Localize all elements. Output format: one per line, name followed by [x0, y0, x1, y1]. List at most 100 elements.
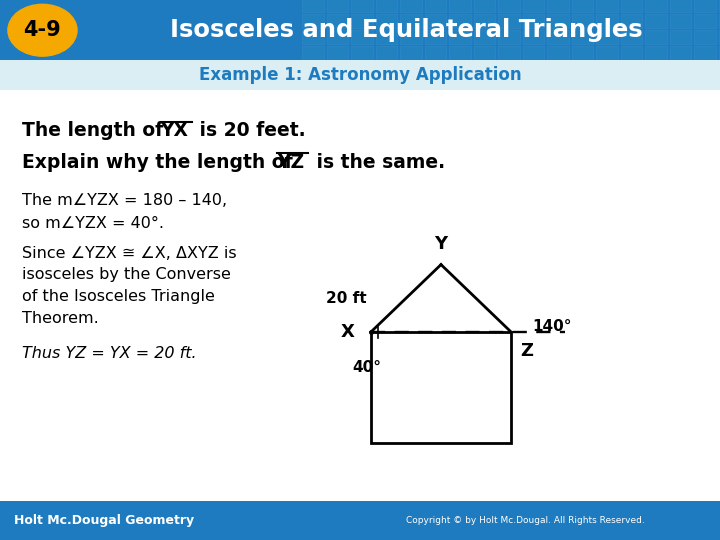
FancyBboxPatch shape — [547, 14, 569, 28]
Text: Y: Y — [434, 235, 448, 253]
FancyBboxPatch shape — [376, 14, 397, 28]
FancyBboxPatch shape — [621, 0, 642, 12]
FancyBboxPatch shape — [400, 14, 422, 28]
FancyBboxPatch shape — [327, 14, 348, 28]
FancyBboxPatch shape — [351, 14, 373, 28]
Text: The m∠YZX = 180 – 140,: The m∠YZX = 180 – 140, — [22, 193, 227, 208]
FancyBboxPatch shape — [621, 46, 642, 60]
FancyBboxPatch shape — [351, 30, 373, 44]
FancyBboxPatch shape — [0, 0, 720, 60]
FancyBboxPatch shape — [523, 46, 544, 60]
FancyBboxPatch shape — [694, 14, 716, 28]
Text: Holt Mc.Dougal Geometry: Holt Mc.Dougal Geometry — [14, 514, 194, 527]
FancyBboxPatch shape — [523, 0, 544, 12]
FancyBboxPatch shape — [449, 30, 471, 44]
FancyBboxPatch shape — [596, 14, 618, 28]
FancyBboxPatch shape — [400, 30, 422, 44]
Text: YX: YX — [161, 121, 189, 140]
FancyBboxPatch shape — [719, 30, 720, 44]
FancyBboxPatch shape — [474, 30, 495, 44]
Text: Thus ​YZ​ = ​YX​ = 20 ft.: Thus ​YZ​ = ​YX​ = 20 ft. — [22, 346, 197, 361]
Text: Z: Z — [520, 342, 533, 360]
FancyBboxPatch shape — [425, 14, 446, 28]
FancyBboxPatch shape — [351, 0, 373, 12]
FancyBboxPatch shape — [572, 14, 593, 28]
FancyBboxPatch shape — [719, 14, 720, 28]
FancyBboxPatch shape — [449, 46, 471, 60]
FancyBboxPatch shape — [0, 501, 720, 540]
FancyBboxPatch shape — [523, 14, 544, 28]
FancyBboxPatch shape — [621, 30, 642, 44]
FancyBboxPatch shape — [302, 0, 324, 12]
FancyBboxPatch shape — [327, 46, 348, 60]
FancyBboxPatch shape — [376, 0, 397, 12]
FancyBboxPatch shape — [572, 46, 593, 60]
FancyBboxPatch shape — [498, 30, 520, 44]
FancyBboxPatch shape — [327, 30, 348, 44]
Text: Copyright © by Holt Mc.Dougal. All Rights Reserved.: Copyright © by Holt Mc.Dougal. All Right… — [406, 516, 645, 525]
FancyBboxPatch shape — [474, 0, 495, 12]
FancyBboxPatch shape — [719, 46, 720, 60]
Text: 4-9: 4-9 — [24, 20, 61, 40]
Text: X: X — [341, 323, 355, 341]
FancyBboxPatch shape — [694, 46, 716, 60]
Text: is 20 feet.: is 20 feet. — [193, 121, 305, 140]
Circle shape — [8, 4, 77, 56]
FancyBboxPatch shape — [547, 46, 569, 60]
FancyBboxPatch shape — [694, 30, 716, 44]
Text: The length of: The length of — [22, 121, 169, 140]
FancyBboxPatch shape — [425, 0, 446, 12]
FancyBboxPatch shape — [670, 0, 691, 12]
FancyBboxPatch shape — [547, 0, 569, 12]
FancyBboxPatch shape — [425, 46, 446, 60]
Text: Explain why the length of: Explain why the length of — [22, 152, 299, 172]
Text: isosceles by the Converse: isosceles by the Converse — [22, 267, 230, 282]
FancyBboxPatch shape — [645, 30, 667, 44]
FancyBboxPatch shape — [376, 46, 397, 60]
FancyBboxPatch shape — [498, 46, 520, 60]
Text: 140°: 140° — [533, 319, 572, 334]
Text: Since ∠YZX ≅ ∠X, ΔXYZ is: Since ∠YZX ≅ ∠X, ΔXYZ is — [22, 246, 236, 261]
FancyBboxPatch shape — [302, 30, 324, 44]
FancyBboxPatch shape — [621, 14, 642, 28]
Text: 20 ft: 20 ft — [325, 291, 366, 306]
FancyBboxPatch shape — [0, 60, 720, 90]
FancyBboxPatch shape — [596, 46, 618, 60]
FancyBboxPatch shape — [670, 46, 691, 60]
FancyBboxPatch shape — [572, 30, 593, 44]
FancyBboxPatch shape — [645, 0, 667, 12]
Text: of the Isosceles Triangle: of the Isosceles Triangle — [22, 289, 215, 304]
FancyBboxPatch shape — [425, 30, 446, 44]
FancyBboxPatch shape — [449, 0, 471, 12]
FancyBboxPatch shape — [351, 46, 373, 60]
Text: 40°: 40° — [353, 360, 382, 375]
Text: Isosceles and Equilateral Triangles: Isosceles and Equilateral Triangles — [171, 18, 643, 42]
FancyBboxPatch shape — [694, 0, 716, 12]
FancyBboxPatch shape — [498, 14, 520, 28]
FancyBboxPatch shape — [400, 0, 422, 12]
FancyBboxPatch shape — [645, 14, 667, 28]
FancyBboxPatch shape — [596, 0, 618, 12]
FancyBboxPatch shape — [572, 0, 593, 12]
FancyBboxPatch shape — [302, 14, 324, 28]
Text: Theorem.: Theorem. — [22, 310, 99, 326]
FancyBboxPatch shape — [523, 30, 544, 44]
FancyBboxPatch shape — [670, 30, 691, 44]
FancyBboxPatch shape — [371, 332, 511, 443]
FancyBboxPatch shape — [376, 30, 397, 44]
FancyBboxPatch shape — [498, 0, 520, 12]
Text: Example 1: Astronomy Application: Example 1: Astronomy Application — [199, 66, 521, 84]
Text: so m∠YZX = 40°.: so m∠YZX = 40°. — [22, 216, 163, 231]
FancyBboxPatch shape — [474, 14, 495, 28]
FancyBboxPatch shape — [302, 46, 324, 60]
FancyBboxPatch shape — [670, 14, 691, 28]
FancyBboxPatch shape — [400, 46, 422, 60]
FancyBboxPatch shape — [596, 30, 618, 44]
FancyBboxPatch shape — [327, 0, 348, 12]
FancyBboxPatch shape — [719, 0, 720, 12]
FancyBboxPatch shape — [547, 30, 569, 44]
Text: YZ: YZ — [277, 152, 305, 172]
FancyBboxPatch shape — [449, 14, 471, 28]
FancyBboxPatch shape — [645, 46, 667, 60]
FancyBboxPatch shape — [474, 46, 495, 60]
